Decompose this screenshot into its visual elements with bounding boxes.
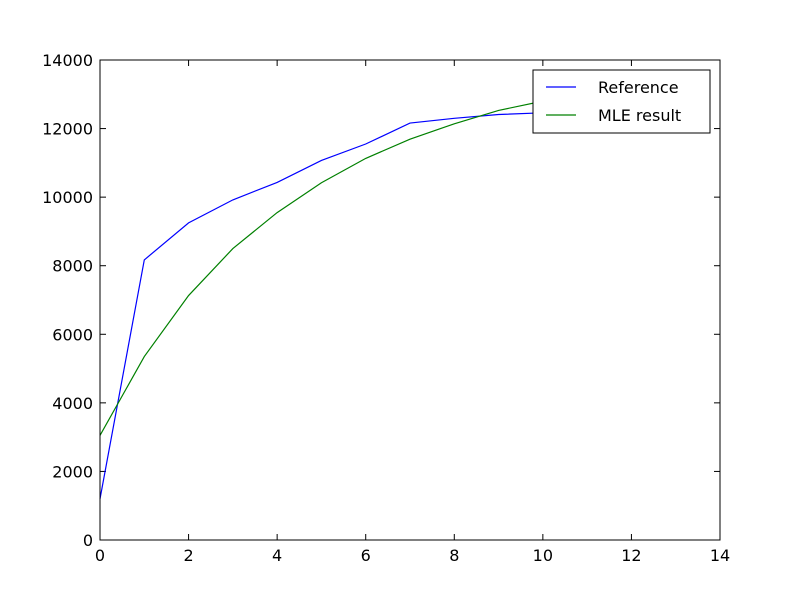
legend-label-1: Reference xyxy=(598,78,679,97)
series-line-1 xyxy=(100,110,676,499)
x-tick-label: 4 xyxy=(272,546,282,565)
y-tick-label: 14000 xyxy=(42,51,93,70)
y-tick-label: 12000 xyxy=(42,120,93,139)
x-tick-label: 2 xyxy=(183,546,193,565)
y-tick-label: 4000 xyxy=(52,394,93,413)
y-tick-label: 6000 xyxy=(52,325,93,344)
y-tick-label: 10000 xyxy=(42,188,93,207)
x-tick-label: 12 xyxy=(621,546,641,565)
y-tick-label: 2000 xyxy=(52,462,93,481)
x-tick-label: 14 xyxy=(710,546,730,565)
y-tick-label: 8000 xyxy=(52,257,93,276)
x-tick-label: 10 xyxy=(533,546,553,565)
x-tick-label: 0 xyxy=(95,546,105,565)
y-tick-label: 0 xyxy=(83,531,93,550)
legend-label-2: MLE result xyxy=(598,106,681,125)
legend: Reference MLE result xyxy=(533,70,710,133)
x-tick-label: 6 xyxy=(361,546,371,565)
x-tick-label: 8 xyxy=(449,546,459,565)
